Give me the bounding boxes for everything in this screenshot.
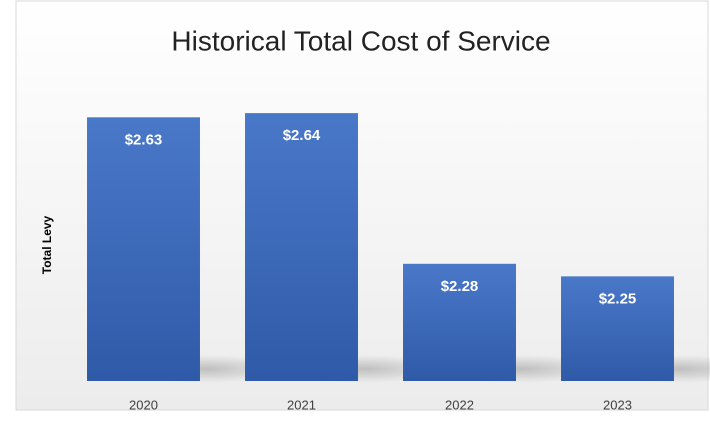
- bar: [245, 113, 358, 381]
- data-label: $2.25: [599, 290, 637, 307]
- bar: [403, 263, 516, 381]
- x-tick-label: 2020: [129, 397, 158, 412]
- bar: [561, 276, 674, 381]
- plot: $2.63 2020 $2.64 2021 $2.28 2022 $2.25 2023: [87, 113, 710, 412]
- data-label: $2.28: [441, 278, 479, 295]
- chart-title: Historical Total Cost of Service: [171, 25, 550, 56]
- x-tick-label: 2022: [445, 397, 474, 412]
- x-tick-label: 2021: [287, 397, 316, 412]
- data-label: $2.63: [125, 131, 163, 148]
- y-axis-label: Total Levy: [40, 215, 54, 274]
- x-tick-label: 2023: [603, 397, 632, 412]
- data-label: $2.64: [283, 127, 321, 144]
- bar: [87, 117, 200, 382]
